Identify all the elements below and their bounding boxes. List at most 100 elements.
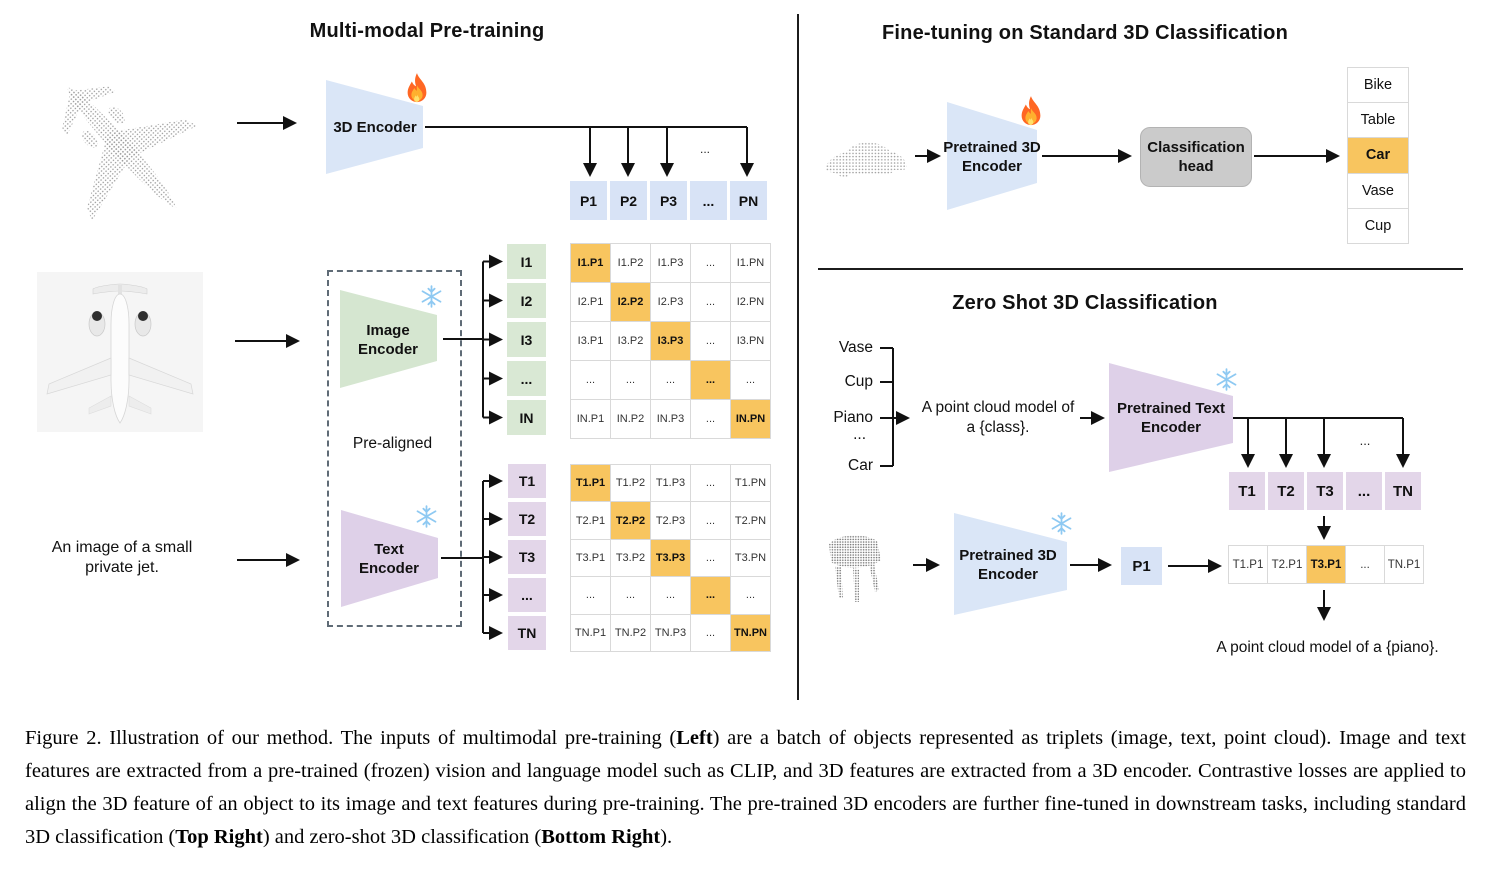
result-cell: T1.P1 (1229, 546, 1267, 583)
finetune-panel-title: Fine-tuning on Standard 3D Classificatio… (881, 22, 1288, 44)
matrix-cell: T3.P2 (611, 539, 650, 577)
matrix-cell: T2.P1 (571, 502, 610, 539)
car-point-cloud (825, 142, 907, 177)
class-cell: Table (1348, 103, 1408, 138)
left-panel-title: Multi-modal Pre-training (309, 20, 545, 42)
matrix-cell: I2.P1 (571, 283, 610, 321)
matrix-cell: T3.PN (731, 539, 770, 577)
matrix-cell: I3.P3 (651, 322, 690, 360)
matrix-cell: ... (691, 361, 730, 399)
p-cell: P1 (570, 181, 607, 220)
p-cell: ... (690, 181, 727, 220)
matrix-cell: IN.PN (731, 400, 770, 438)
matrix-cell: ... (691, 614, 730, 651)
class-prompt-car: Car (848, 457, 873, 474)
i-cell: ... (507, 361, 546, 396)
3d-encoder-shape (326, 80, 423, 174)
snowflake-icon (1216, 368, 1237, 391)
matrix-cell: TN.P1 (571, 614, 610, 651)
t-cell: T1 (1229, 472, 1265, 510)
caption-text: Figure 2. Illustration of our method. Th… (25, 727, 677, 749)
t-cell: T3 (1307, 472, 1343, 510)
matrix-cell: ... (691, 465, 730, 502)
t-cell: ... (1346, 472, 1382, 510)
matrix-cell: ... (691, 322, 730, 360)
classification-head-box: Classification head (1140, 127, 1252, 187)
matrix-cell: I2.P3 (651, 283, 690, 321)
i-cell: I2 (507, 283, 546, 318)
matrix-cell: TN.PN (731, 614, 770, 651)
matrix-cell: T1.PN (731, 465, 770, 502)
class-cell: Car (1348, 138, 1408, 173)
zeroshot-3d-encoder-shape (954, 513, 1067, 615)
text-feature-column: T1 T2 T3... TN (508, 464, 546, 650)
fire-icon (407, 73, 427, 103)
image-pc-similarity-matrix: I1.P1 I1.P2 I1.P3... I1.PN I2.P1 I2.P2 I2.P3..… (570, 243, 771, 439)
class-list: Bike Table Car Vase Cup (1347, 67, 1409, 244)
class-prompt-ellipsis: ... (853, 426, 866, 443)
matrix-cell: I3.P1 (571, 322, 610, 360)
snowflake-icon (1051, 512, 1072, 535)
t-cell: ... (508, 578, 546, 612)
matrix-cell: I1.P3 (651, 244, 690, 282)
text-encoder-shape (341, 510, 438, 607)
t-cell: T3 (508, 540, 546, 574)
matrix-cell: ... (731, 577, 770, 614)
class-prompt-cup: Cup (844, 373, 873, 390)
i-cell: I3 (507, 322, 546, 357)
matrix-cell: ... (611, 577, 650, 614)
t-cell: T2 (508, 502, 546, 536)
ellipsis-text: ... (1359, 433, 1371, 448)
airplane-point-cloud (62, 86, 198, 221)
pre-aligned-box (327, 270, 462, 627)
figure-caption: Figure 2. Illustration of our method. Th… (25, 722, 1466, 854)
i-cell: IN (507, 400, 546, 435)
matrix-cell: T2.P3 (651, 502, 690, 539)
caption-bold-text: Bottom Right (541, 826, 661, 848)
zeroshot-panel-title: Zero Shot 3D Classification (952, 292, 1218, 314)
matrix-cell: TN.P2 (611, 614, 650, 651)
p-cell: PN (730, 181, 767, 220)
matrix-cell: T3.P3 (651, 539, 690, 577)
pre-aligned-label: Pre-aligned (352, 435, 433, 452)
similarity-result-row: T1.P1 T2.P1 T3.P1... TN.P1 (1228, 545, 1424, 584)
p-cell: P2 (610, 181, 647, 220)
matrix-cell: TN.P3 (651, 614, 690, 651)
caption-text: ) and zero-shot 3D classification ( (262, 826, 542, 848)
p-cell: P3 (650, 181, 687, 220)
caption-text: ). (660, 826, 673, 848)
matrix-cell: ... (691, 244, 730, 282)
result-cell: ... (1346, 546, 1384, 583)
matrix-cell: IN.P3 (651, 400, 690, 438)
matrix-cell: ... (571, 361, 610, 399)
panel-divider-horizontal (818, 268, 1463, 270)
matrix-cell: ... (691, 539, 730, 577)
matrix-cell: I1.P1 (571, 244, 610, 282)
caption-text: ) are a batch of objects represented as … (25, 727, 1466, 848)
matrix-cell: I2.PN (731, 283, 770, 321)
image-encoder-shape (340, 290, 437, 388)
class-prompt-bracket (880, 347, 910, 467)
snowflake-icon (421, 285, 442, 308)
class-cell: Bike (1348, 68, 1408, 103)
snowflake-icon (416, 505, 437, 528)
t-cell: TN (508, 616, 546, 650)
zeroshot-text-feature-row: T1 T2 T3... TN (1229, 472, 1421, 510)
matrix-cell: ... (651, 361, 690, 399)
matrix-cell: I3.P2 (611, 322, 650, 360)
i-cell: I1 (507, 244, 546, 279)
pretrained-text-encoder-shape (1109, 363, 1233, 472)
matrix-cell: ... (611, 361, 650, 399)
matrix-cell: T2.PN (731, 502, 770, 539)
fire-icon (1021, 96, 1041, 126)
matrix-cell: I1.PN (731, 244, 770, 282)
prompt-template-text: A point cloud model of a {class}. (921, 399, 1075, 436)
class-cell: Vase (1348, 173, 1408, 208)
caption-bold-text: Top Right (175, 826, 263, 848)
pretrained-3d-encoder-shape (947, 102, 1037, 210)
text-pc-similarity-matrix: T1.P1 T1.P2 T1.P3... T1.PN T2.P1 T2.P2 T2.P3..… (570, 464, 771, 652)
result-cell: T3.P1 (1307, 546, 1345, 583)
matrix-cell: ... (651, 577, 690, 614)
matrix-cell: ... (571, 577, 610, 614)
